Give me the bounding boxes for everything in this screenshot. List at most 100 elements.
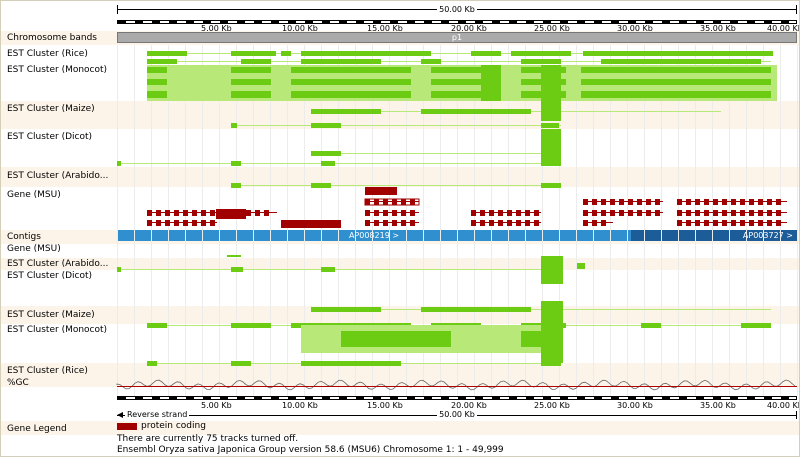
track-label-est-maize[interactable]: EST Cluster (Maize) xyxy=(7,104,95,114)
est-dicot-intron[interactable] xyxy=(117,163,561,164)
gene-msu-exon[interactable] xyxy=(776,210,781,216)
est-dicot-block[interactable] xyxy=(311,151,331,156)
gene-msu-exon[interactable] xyxy=(210,220,215,226)
gene-msu-exon[interactable] xyxy=(731,220,736,226)
est-maize-intron[interactable] xyxy=(231,125,561,126)
est-monocot-block[interactable] xyxy=(741,323,771,328)
gene-msu-exon[interactable] xyxy=(147,220,152,226)
gene-msu-exon[interactable] xyxy=(601,199,606,205)
gene-msu-exon[interactable] xyxy=(255,210,260,216)
est-monocot-block[interactable] xyxy=(541,301,563,363)
est-dicot-block[interactable] xyxy=(321,267,335,272)
gene-msu-exon[interactable] xyxy=(183,210,188,216)
gene-msu-exon[interactable] xyxy=(507,210,512,216)
est-monocot-block[interactable] xyxy=(147,91,167,98)
gene-msu-exon[interactable] xyxy=(410,220,415,226)
gene-msu-exon[interactable] xyxy=(147,210,152,216)
gene-msu-exon[interactable] xyxy=(165,220,170,226)
gene-msu-exon[interactable] xyxy=(192,210,197,216)
gene-msu-exon[interactable] xyxy=(767,199,772,205)
gene-msu-exon[interactable] xyxy=(704,220,709,226)
gene-msu-exon[interactable] xyxy=(383,199,388,205)
chromosome-band[interactable]: p1 xyxy=(117,32,797,43)
est-maize-block[interactable] xyxy=(421,109,531,114)
gene-msu-exon[interactable] xyxy=(677,220,682,226)
gene-msu-exon[interactable] xyxy=(686,220,691,226)
est-rice-block[interactable] xyxy=(147,59,177,64)
gene-msu-exon[interactable] xyxy=(610,199,615,205)
gene-msu-exon[interactable] xyxy=(392,210,397,216)
est-maize-block[interactable] xyxy=(541,123,559,128)
est-monocot-block[interactable] xyxy=(431,67,481,73)
est-dicot-block[interactable] xyxy=(331,151,341,156)
gene-msu-exon[interactable] xyxy=(489,210,494,216)
track-label-est-arabidopsis[interactable]: EST Cluster (Arabido... xyxy=(7,171,109,181)
est-monocot-block[interactable] xyxy=(231,79,271,85)
gene-msu-exon[interactable] xyxy=(489,220,494,226)
gene-msu-exon[interactable] xyxy=(740,199,745,205)
est-monocot-block[interactable] xyxy=(147,323,167,328)
gene-msu-exon[interactable] xyxy=(776,199,781,205)
gene-msu-exon[interactable] xyxy=(410,210,415,216)
est-monocot-block[interactable] xyxy=(231,91,271,98)
gene-msu-exon[interactable] xyxy=(619,210,624,216)
gene-msu-exon[interactable] xyxy=(192,220,197,226)
track-label-gene-msu[interactable]: Gene (MSU) xyxy=(7,244,61,254)
est-dicot-block[interactable] xyxy=(541,161,561,166)
gene-msu-exon[interactable] xyxy=(767,220,772,226)
gene-msu-exon[interactable] xyxy=(592,210,597,216)
est-rice-intron[interactable] xyxy=(147,53,771,54)
gene-msu-exon[interactable] xyxy=(401,199,406,205)
track-label-contigs[interactable]: Contigs xyxy=(7,232,41,242)
gene-msu-exon[interactable] xyxy=(758,220,763,226)
gene-msu-exon[interactable] xyxy=(392,220,397,226)
est-rice-block[interactable] xyxy=(471,51,501,56)
est-rice-block[interactable] xyxy=(231,51,276,56)
gene-msu-exon[interactable] xyxy=(731,210,736,216)
gene-msu-exon[interactable] xyxy=(628,210,633,216)
est-rice-block[interactable] xyxy=(301,51,431,56)
est-dicot-block[interactable] xyxy=(541,129,561,165)
gene-msu-line[interactable] xyxy=(583,222,613,223)
est-rice-intron[interactable] xyxy=(147,61,771,62)
est-maize-block[interactable] xyxy=(231,123,237,128)
est-monocot-block[interactable] xyxy=(401,331,451,347)
gene-msu-exon[interactable] xyxy=(713,220,718,226)
track-label-chromosome-bands[interactable]: Chromosome bands xyxy=(7,33,97,43)
gene-msu-exon[interactable] xyxy=(610,210,615,216)
gene-msu-exon[interactable] xyxy=(201,210,206,216)
gene-msu-exon[interactable] xyxy=(695,199,700,205)
gene-msu-exon[interactable] xyxy=(704,210,709,216)
gene-msu-exon[interactable] xyxy=(264,210,269,216)
track-label-est-maize[interactable]: EST Cluster (Maize) xyxy=(7,310,95,320)
est-rice-block[interactable] xyxy=(231,361,251,366)
gene-msu-exon[interactable] xyxy=(480,210,485,216)
gene-msu-exon[interactable] xyxy=(704,199,709,205)
gene-msu-exon[interactable] xyxy=(695,210,700,216)
est-monocot-block[interactable] xyxy=(581,91,771,98)
est-arabidopsis-block[interactable] xyxy=(227,255,241,257)
est-arabidopsis-block[interactable] xyxy=(311,183,331,188)
gene-msu-exon[interactable] xyxy=(583,220,588,226)
contig-ap008219[interactable]: AP008219 > xyxy=(117,230,631,241)
est-rice-block[interactable] xyxy=(301,361,401,366)
est-maize-block[interactable] xyxy=(311,307,381,312)
est-arabidopsis-block[interactable] xyxy=(541,183,561,188)
gene-msu-exon[interactable] xyxy=(383,220,388,226)
gene-msu-exon[interactable] xyxy=(722,220,727,226)
est-rice-block[interactable] xyxy=(241,59,271,64)
gene-msu-exon[interactable] xyxy=(646,199,651,205)
gene-msu-exon[interactable] xyxy=(498,220,503,226)
gene-msu-exon[interactable] xyxy=(471,210,476,216)
gene-msu-exon[interactable] xyxy=(686,199,691,205)
est-monocot-block[interactable] xyxy=(581,79,771,85)
gene-msu-exon[interactable] xyxy=(731,199,736,205)
gene-msu-exon[interactable] xyxy=(365,199,370,205)
gene-msu-exon[interactable] xyxy=(677,210,682,216)
gene-msu-exon[interactable] xyxy=(480,220,485,226)
est-maize-block[interactable] xyxy=(421,307,531,312)
gene-msu-exon[interactable] xyxy=(713,199,718,205)
est-monocot-block[interactable] xyxy=(231,323,271,328)
gene-msu-exon[interactable] xyxy=(471,220,476,226)
